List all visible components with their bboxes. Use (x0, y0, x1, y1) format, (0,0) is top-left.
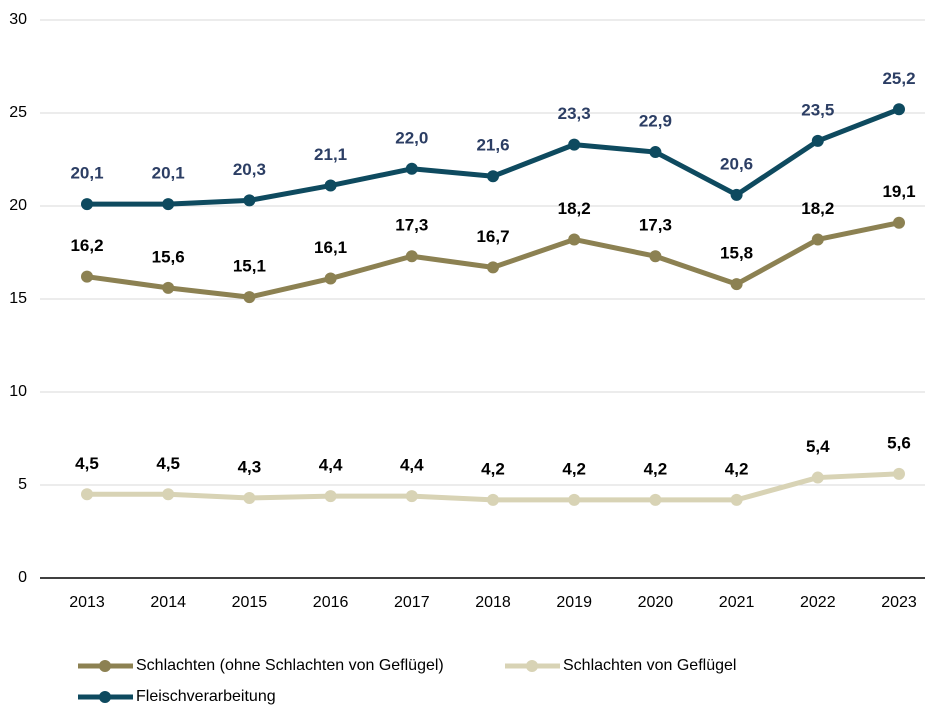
point (649, 146, 662, 159)
point (162, 281, 175, 294)
data-label: 25,2 (882, 69, 915, 88)
point (81, 488, 93, 501)
point (324, 272, 337, 285)
data-label: 5,6 (887, 433, 911, 452)
point (811, 471, 824, 484)
data-label: 16,7 (476, 227, 509, 246)
data-label: 4,5 (156, 454, 180, 473)
point (568, 493, 581, 506)
y-tick-label: 5 (18, 476, 27, 493)
data-label: 16,2 (70, 236, 103, 255)
point (162, 488, 175, 501)
point (649, 250, 662, 263)
point (405, 162, 418, 175)
data-label: 20,6 (720, 154, 753, 173)
x-tick-label: 2013 (69, 594, 105, 611)
data-label: 20,1 (70, 164, 103, 183)
point (81, 270, 93, 283)
x-tick-label: 2019 (556, 594, 592, 611)
data-label: 4,3 (238, 458, 262, 477)
x-tick-label: 2017 (394, 594, 430, 611)
point (811, 233, 824, 246)
point (487, 493, 499, 506)
data-label: 23,3 (558, 104, 591, 123)
y-tick-label: 20 (9, 197, 27, 214)
x-tick-label: 2020 (638, 594, 674, 611)
point (324, 179, 337, 192)
point (730, 493, 743, 506)
legend-marker (526, 660, 538, 672)
point (162, 198, 175, 211)
data-label: 17,3 (639, 216, 672, 235)
data-label: 4,5 (75, 454, 99, 473)
point (405, 250, 418, 263)
data-label: 22,0 (395, 128, 428, 147)
point (243, 194, 256, 207)
y-tick-label: 15 (9, 290, 27, 307)
x-tick-label: 2016 (313, 594, 349, 611)
data-label: 20,1 (152, 164, 185, 183)
data-label: 20,3 (233, 160, 266, 179)
legend-label: Fleischverarbeitung (136, 688, 276, 705)
y-tick-label: 25 (9, 104, 27, 121)
point (487, 261, 499, 274)
legend-marker (99, 691, 111, 703)
point (730, 188, 743, 201)
legend-label: Schlachten (ohne Schlachten von Geflügel… (136, 657, 444, 674)
data-label: 15,8 (720, 244, 753, 263)
point (324, 490, 337, 503)
point (487, 170, 499, 183)
data-label: 18,2 (801, 199, 834, 218)
x-tick-label: 2014 (150, 594, 186, 611)
point (243, 291, 256, 304)
x-tick-label: 2021 (719, 594, 755, 611)
y-tick-label: 30 (9, 11, 27, 28)
point (81, 198, 93, 211)
data-label: 22,9 (639, 112, 672, 131)
point (568, 233, 581, 246)
data-label: 15,1 (233, 257, 266, 276)
point (568, 138, 581, 151)
data-label: 21,6 (476, 136, 509, 155)
data-label: 4,4 (400, 456, 424, 475)
data-label: 19,1 (882, 182, 915, 201)
data-label: 4,2 (644, 459, 668, 478)
point (893, 103, 905, 116)
x-tick-label: 2015 (232, 594, 268, 611)
data-label: 4,4 (319, 456, 343, 475)
point (893, 467, 905, 480)
y-tick-label: 0 (18, 569, 27, 586)
data-label: 18,2 (558, 199, 591, 218)
x-tick-label: 2018 (475, 594, 511, 611)
data-label: 21,1 (314, 145, 347, 164)
data-label: 16,1 (314, 238, 347, 257)
point (405, 490, 418, 503)
data-label: 23,5 (801, 100, 834, 119)
point (893, 216, 905, 229)
data-label: 17,3 (395, 216, 428, 235)
data-label: 4,2 (481, 459, 505, 478)
x-tick-label: 2023 (881, 594, 917, 611)
x-tick-label: 2022 (800, 594, 836, 611)
y-tick-label: 10 (9, 383, 27, 400)
point (811, 134, 824, 147)
legend-marker (99, 660, 111, 672)
data-label: 15,6 (152, 247, 185, 266)
point (730, 278, 743, 291)
data-label: 4,2 (725, 459, 749, 478)
point (243, 492, 256, 505)
point (649, 493, 662, 506)
data-label: 4,2 (562, 459, 586, 478)
series-line (87, 106, 900, 207)
legend-label: Schlachten von Geflügel (563, 657, 736, 674)
data-label: 5,4 (806, 437, 830, 456)
